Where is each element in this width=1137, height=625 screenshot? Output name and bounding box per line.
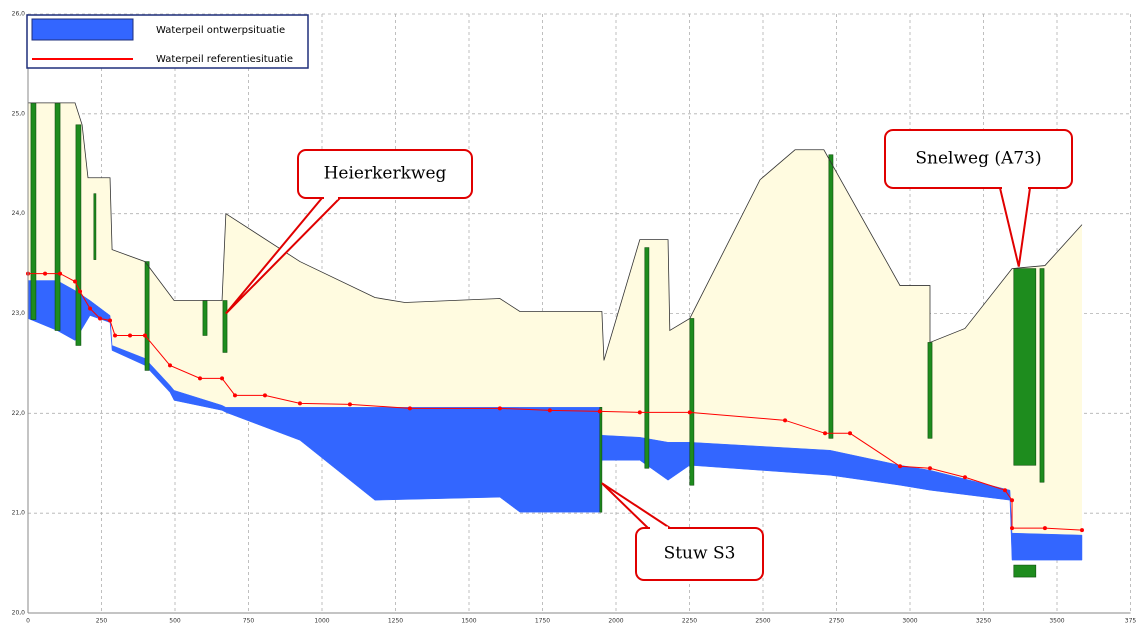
structure bbox=[93, 193, 97, 260]
reference-point bbox=[823, 431, 828, 436]
structure bbox=[828, 154, 834, 439]
reference-point bbox=[1079, 528, 1084, 533]
structure bbox=[927, 342, 933, 439]
reference-point bbox=[1010, 498, 1015, 503]
reference-point bbox=[262, 393, 267, 398]
legend-label: Waterpeil ontwerpsituatie bbox=[156, 25, 285, 36]
reference-point bbox=[73, 279, 78, 284]
reference-point bbox=[297, 401, 302, 406]
callout-box bbox=[884, 129, 1073, 189]
x-tick-label: 3500 bbox=[1049, 618, 1064, 625]
reference-point bbox=[687, 410, 692, 415]
reference-point bbox=[347, 402, 352, 407]
structure bbox=[1039, 268, 1045, 483]
plot bbox=[26, 102, 1084, 578]
ground-fill bbox=[28, 102, 1082, 536]
x-tick-label: 250 bbox=[96, 618, 108, 625]
axes: 0 250 500 750 1000 1250 1500 1750 2000 2250 2500 27… bbox=[12, 11, 1137, 625]
y-tick-label: 24,0 bbox=[12, 210, 26, 217]
reference-point bbox=[143, 333, 148, 338]
reference-point bbox=[1002, 488, 1007, 493]
reference-point bbox=[78, 289, 83, 294]
reference-point bbox=[1042, 526, 1047, 531]
structure bbox=[599, 407, 603, 513]
reference-point bbox=[547, 408, 552, 413]
x-tick-label: 0 bbox=[26, 618, 30, 625]
legend-swatch bbox=[31, 18, 134, 41]
structure bbox=[1013, 268, 1037, 466]
x-tick-label: 2000 bbox=[608, 618, 623, 625]
reference-point bbox=[58, 271, 63, 276]
x-tick-label: 2250 bbox=[682, 618, 697, 625]
structure bbox=[1013, 564, 1037, 578]
reference-point bbox=[220, 376, 225, 381]
ground-line bbox=[28, 102, 1083, 361]
x-tick-label: 1750 bbox=[535, 618, 550, 625]
x-tick-label: 750 bbox=[243, 618, 255, 625]
reference-point bbox=[113, 333, 118, 338]
structure bbox=[30, 102, 37, 320]
callout-text: Snelweg (A73) bbox=[915, 149, 1041, 169]
reference-point bbox=[962, 475, 967, 480]
y-tick-label: 25,0 bbox=[12, 110, 26, 117]
reference-point bbox=[927, 466, 932, 471]
annotations: Heierkerkweg Snelweg (A73) Stuw S3 bbox=[225, 129, 1073, 581]
reference-point bbox=[128, 333, 133, 338]
callout-text: Heierkerkweg bbox=[324, 164, 447, 184]
reference-point bbox=[407, 406, 412, 411]
structure bbox=[202, 300, 208, 336]
structure bbox=[144, 261, 150, 371]
callout-box bbox=[635, 527, 764, 581]
legend: Waterpeil ontwerpsituatie Waterpeil refer… bbox=[26, 14, 309, 69]
reference-point bbox=[497, 406, 502, 411]
y-tick-label: 26,0 bbox=[12, 11, 26, 18]
reference-point bbox=[43, 271, 48, 276]
structure bbox=[75, 124, 82, 346]
y-tick-label: 23,0 bbox=[12, 310, 26, 317]
x-tick-label: 2750 bbox=[829, 618, 844, 625]
reference-point bbox=[168, 363, 173, 368]
reference-point bbox=[783, 418, 788, 423]
structure bbox=[54, 102, 61, 331]
x-tick-label: 1000 bbox=[314, 618, 329, 625]
x-tick-label: 1250 bbox=[388, 618, 403, 625]
design-water-band bbox=[27, 280, 1083, 561]
x-tick-label: 500 bbox=[169, 618, 181, 625]
x-tick-label: 3000 bbox=[902, 618, 917, 625]
callout-text: Stuw S3 bbox=[664, 544, 736, 564]
structure bbox=[222, 300, 228, 353]
x-tick-label: 1500 bbox=[461, 618, 476, 625]
y-tick-label: 21,0 bbox=[12, 510, 26, 517]
reference-point bbox=[848, 431, 853, 436]
reference-point bbox=[88, 306, 93, 311]
reference-point bbox=[98, 316, 103, 321]
x-tick-label: 3250 bbox=[976, 618, 991, 625]
x-tick-label: 2500 bbox=[755, 618, 770, 625]
y-tick-label: 22,0 bbox=[12, 410, 26, 417]
reference-point bbox=[108, 318, 113, 323]
callout-box bbox=[297, 149, 473, 199]
reference-point bbox=[232, 393, 237, 398]
legend-label: Waterpeil referentiesituatie bbox=[156, 54, 293, 65]
reference-point bbox=[1010, 526, 1015, 531]
reference-point bbox=[898, 464, 903, 469]
y-tick-label: 20,0 bbox=[12, 610, 26, 617]
structure bbox=[689, 318, 695, 486]
structure bbox=[644, 247, 650, 469]
reference-point bbox=[597, 409, 602, 414]
reference-point bbox=[637, 410, 642, 415]
reference-point bbox=[197, 376, 202, 381]
x-tick-label: 375 bbox=[1125, 618, 1137, 625]
